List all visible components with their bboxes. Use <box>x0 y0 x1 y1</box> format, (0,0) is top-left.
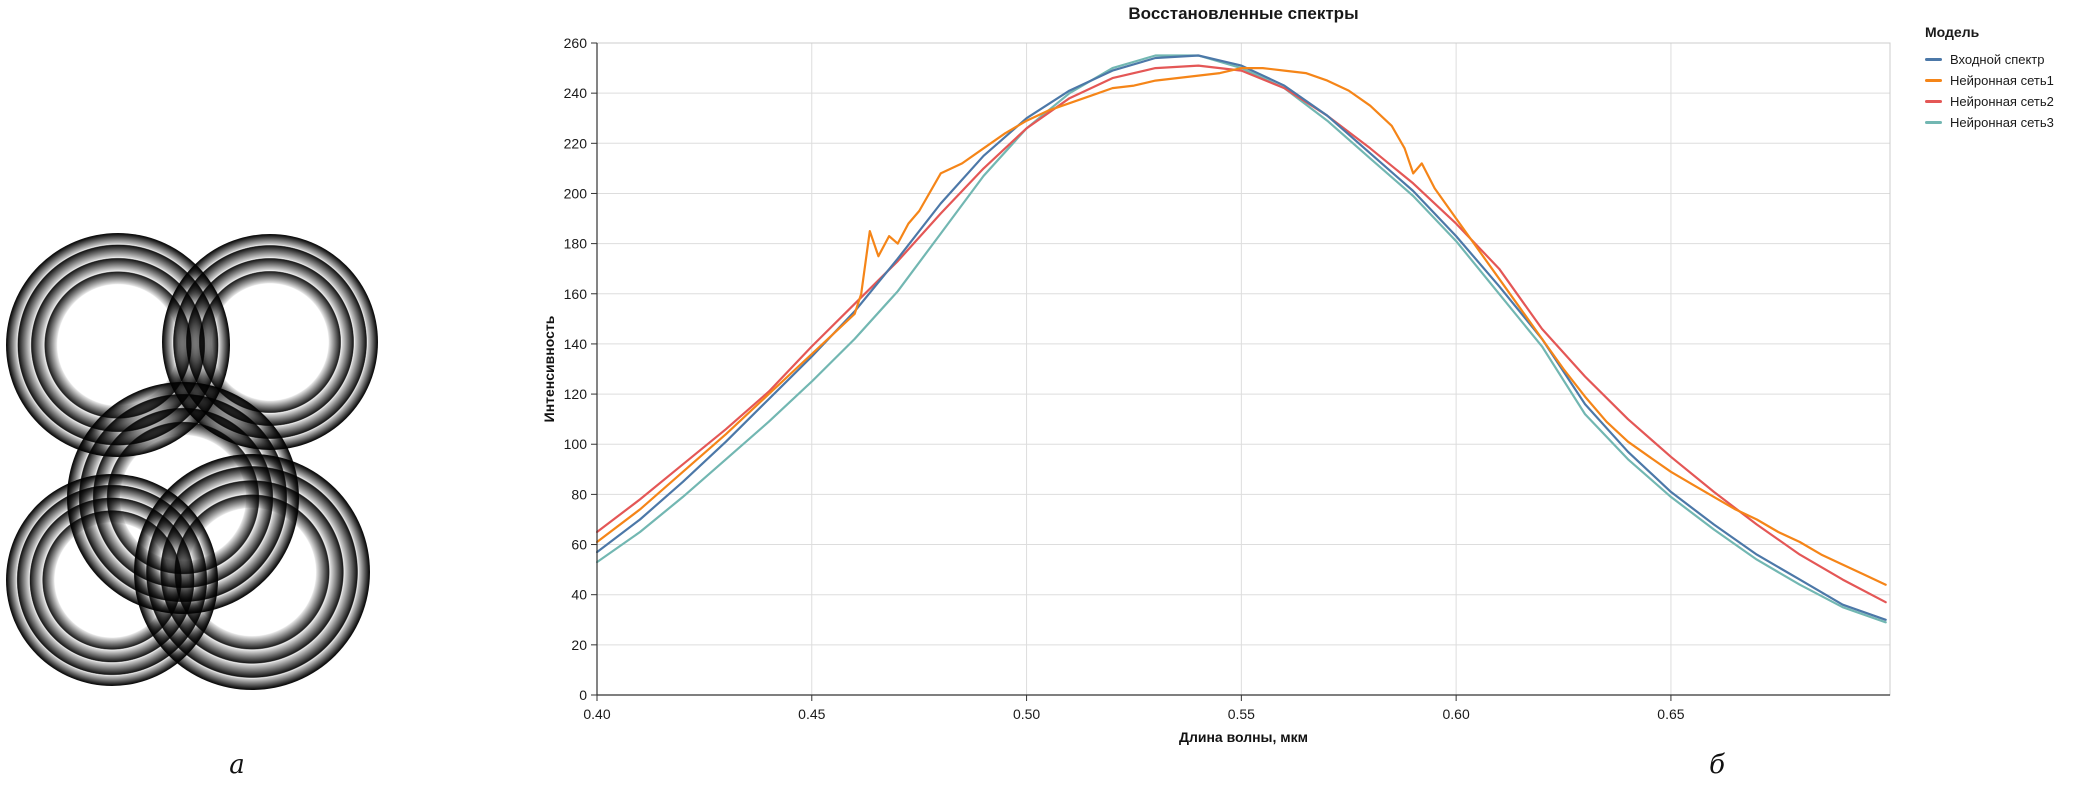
legend-line-swatch <box>1925 100 1942 103</box>
x-tick-label: 0.45 <box>798 706 825 722</box>
chart-title: Восстановленные спектры <box>1128 4 1359 23</box>
y-tick-label: 180 <box>564 236 588 252</box>
legend-item-label: Нейронная сеть1 <box>1950 73 2054 88</box>
subfigure-label-b: б <box>1709 750 1725 780</box>
series-line <box>596 64 1887 604</box>
legend-title: Модель <box>1925 24 1980 40</box>
legend-line-swatch <box>1925 121 1942 124</box>
y-tick-label: 260 <box>564 35 588 51</box>
series-layer <box>596 54 1887 624</box>
y-tick-label: 80 <box>571 486 587 502</box>
x-tick-label: 0.60 <box>1443 706 1470 722</box>
figure-b-panel: Восстановленные спектры 0 20 40 60 80 100 120 1… <box>430 0 2086 794</box>
legend-item: Нейронная сеть1 <box>1925 70 2085 91</box>
y-tick-label: 100 <box>564 436 588 452</box>
y-tick-label: 160 <box>564 286 588 302</box>
legend-item: Нейронная сеть2 <box>1925 91 2085 112</box>
x-tick-label: 0.55 <box>1228 706 1255 722</box>
series-line <box>596 54 1887 621</box>
y-tick-label: 0 <box>579 687 587 703</box>
legend-line-swatch <box>1925 58 1942 61</box>
spectra-chart: 0 20 40 60 80 100 120 140 160 180 200 220 240 260 0.40… <box>541 35 1891 745</box>
legend-line-swatch <box>1925 79 1942 82</box>
subfigure-label-a: а <box>229 750 245 780</box>
x-tick-label: 0.50 <box>1013 706 1040 722</box>
y-tick-label: 140 <box>564 336 588 352</box>
legend-item-label: Нейронная сеть3 <box>1950 115 2054 130</box>
figure-a-panel: а <box>0 0 430 794</box>
y-tick-label: 220 <box>564 135 588 151</box>
legend-item: Входной спектр <box>1925 49 2085 70</box>
y-tick-label: 240 <box>564 85 588 101</box>
y-tick-label: 120 <box>564 386 588 402</box>
legend-item-label: Нейронная сеть2 <box>1950 94 2054 109</box>
y-tick-label: 40 <box>571 587 587 603</box>
y-tick-label: 200 <box>564 185 588 201</box>
y-axis-title: Интенсивность <box>541 315 557 422</box>
x-tick-label: 0.65 <box>1657 706 1684 722</box>
x-tick-label: 0.40 <box>583 706 610 722</box>
legend-item: Нейронная сеть3 <box>1925 112 2085 133</box>
interference-pattern <box>6 233 378 690</box>
y-tick-label: 20 <box>571 637 587 653</box>
series-line <box>596 67 1887 586</box>
ring-set-bottom-right <box>134 454 370 690</box>
chart-legend: Модель Входной спектр Нейронная сеть1 Не… <box>1925 24 2085 133</box>
y-tick-label: 60 <box>571 537 587 553</box>
x-axis-title: Длина волны, мкм <box>1179 729 1308 745</box>
legend-item-label: Входной спектр <box>1950 52 2045 67</box>
